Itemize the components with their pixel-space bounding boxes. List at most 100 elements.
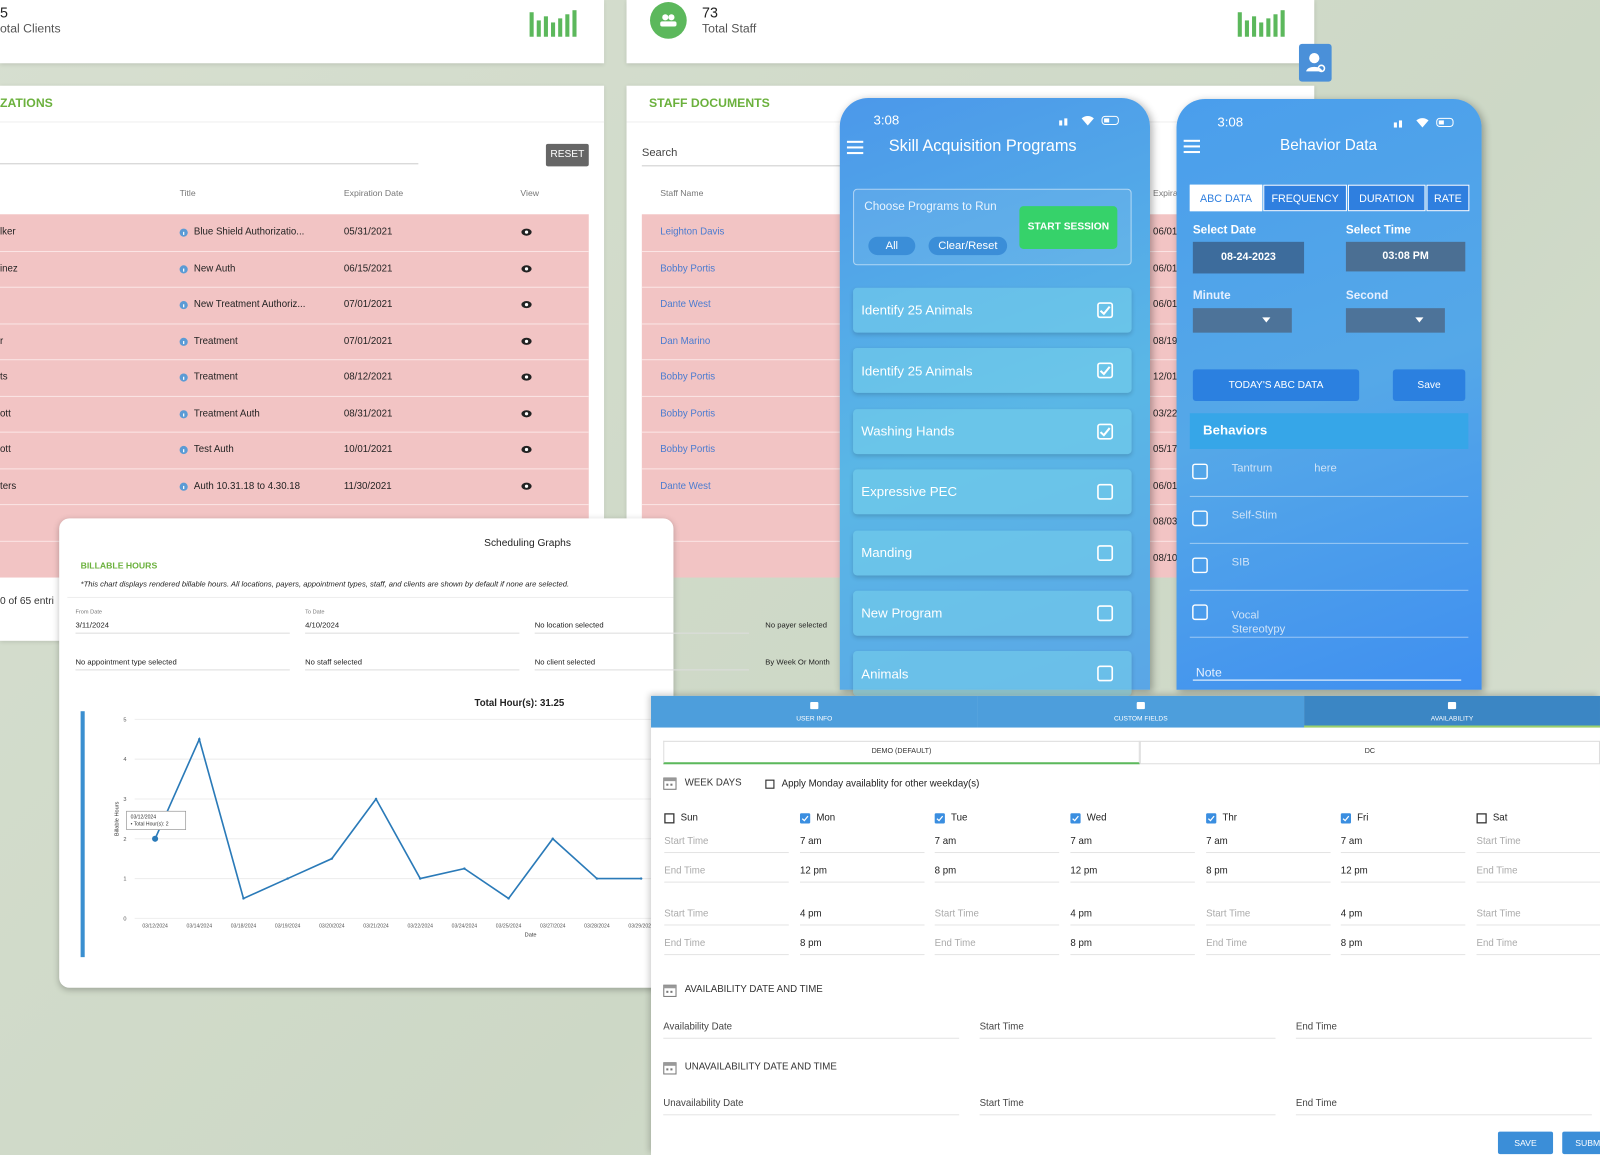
time-field[interactable]: Start Time — [664, 908, 709, 920]
user-search-button[interactable] — [1298, 43, 1332, 82]
date-time-field[interactable]: Availability Date — [663, 1021, 733, 1033]
filter-value[interactable]: No payer selected — [765, 619, 827, 630]
view-icon[interactable] — [521, 409, 532, 417]
time-field[interactable]: 7 am — [1340, 836, 1363, 848]
time-field[interactable]: End Time — [664, 865, 706, 877]
view-icon[interactable] — [521, 337, 532, 345]
time-field[interactable]: 8 pm — [1070, 938, 1092, 950]
view-icon[interactable] — [521, 264, 532, 272]
sub-tab[interactable] — [663, 740, 1140, 765]
program-checkbox[interactable] — [1097, 302, 1114, 319]
program-row[interactable] — [853, 348, 1132, 394]
date-time-field[interactable]: End Time — [1295, 1021, 1337, 1033]
date-time-field[interactable]: Start Time — [979, 1098, 1024, 1110]
sub-tab[interactable] — [1139, 740, 1600, 765]
filter-value[interactable]: No appointment type selected — [75, 656, 177, 666]
staff-name[interactable]: Dan Marino — [660, 335, 711, 347]
top-tab[interactable] — [977, 695, 1305, 728]
filter-button[interactable]: Clear/Reset — [928, 237, 1008, 256]
behavior-checkbox[interactable] — [1192, 604, 1208, 621]
time-field[interactable]: 12 pm — [799, 865, 827, 877]
program-row[interactable] — [853, 287, 1132, 333]
time-field[interactable]: 8 pm — [1206, 865, 1228, 877]
data-tab[interactable]: FREQUENCY — [1263, 184, 1347, 211]
program-checkbox[interactable] — [1097, 605, 1114, 622]
time-field[interactable]: Start Time — [1206, 908, 1251, 920]
time-field[interactable]: 7 am — [799, 836, 822, 848]
filter-value[interactable]: 3/11/2024 — [75, 619, 109, 630]
program-row[interactable] — [853, 408, 1132, 454]
time-field[interactable]: End Time — [1206, 938, 1248, 950]
staff-name[interactable]: Leighton Davis — [660, 226, 725, 239]
program-checkbox[interactable] — [1097, 362, 1114, 379]
time-field[interactable]: 4 pm — [799, 908, 822, 920]
data-tab[interactable]: DURATION — [1347, 184, 1426, 211]
time-field[interactable]: Start Time — [1476, 836, 1521, 848]
checkbox[interactable] — [765, 779, 775, 789]
time-field[interactable]: End Time — [934, 938, 976, 950]
behavior-checkbox[interactable] — [1192, 557, 1208, 574]
today-button[interactable]: TODAY'S ABC DATA — [1192, 369, 1360, 402]
view-icon[interactable] — [521, 482, 532, 490]
time-field[interactable]: Start Time — [934, 908, 979, 920]
filter-value[interactable]: 4/10/2024 — [305, 619, 340, 630]
filter-value[interactable]: No staff selected — [305, 656, 362, 666]
day-checkbox[interactable] — [1476, 813, 1487, 824]
save-button[interactable]: Save — [1392, 369, 1466, 402]
program-checkbox[interactable] — [1097, 423, 1114, 440]
day-checkbox[interactable] — [664, 813, 675, 824]
time-field[interactable]: End Time — [1476, 865, 1518, 877]
filter-value[interactable]: By Week Or Month — [765, 656, 830, 666]
filter-value[interactable]: No location selected — [534, 619, 604, 630]
menu-button[interactable] — [1183, 139, 1200, 154]
top-tab[interactable] — [651, 695, 978, 728]
time-field[interactable]: 8 pm — [934, 865, 957, 877]
staff-name[interactable]: Bobby Portis — [660, 263, 716, 275]
date-time-field[interactable]: Unavailability Date — [663, 1098, 744, 1110]
view-icon[interactable] — [521, 373, 532, 381]
top-tab[interactable] — [1304, 695, 1600, 728]
data-tab[interactable]: RATE — [1426, 184, 1470, 211]
date-time-field[interactable]: Start Time — [979, 1021, 1024, 1033]
program-row[interactable] — [853, 651, 1132, 697]
time-field[interactable]: End Time — [1476, 938, 1518, 950]
time-field[interactable]: 12 pm — [1070, 865, 1098, 877]
day-checkbox[interactable] — [1206, 813, 1217, 824]
behavior-checkbox[interactable] — [1192, 510, 1208, 527]
time-field[interactable]: 4 pm — [1340, 908, 1363, 920]
program-row[interactable] — [853, 530, 1132, 576]
time-field[interactable]: 7 am — [1206, 836, 1228, 848]
dropdown[interactable] — [1345, 308, 1445, 333]
action-button[interactable]: SUBM — [1562, 1131, 1600, 1154]
time-field[interactable]: 12 pm — [1340, 865, 1368, 877]
time-field[interactable]: Start Time — [664, 836, 709, 848]
view-icon[interactable] — [521, 228, 532, 236]
staff-name[interactable]: Bobby Portis — [660, 444, 716, 456]
time-field[interactable]: Start Time — [1476, 908, 1521, 920]
action-button[interactable]: SAVE — [1497, 1131, 1554, 1154]
time-field[interactable]: 4 pm — [1070, 908, 1092, 920]
staff-name[interactable]: Dante West — [660, 299, 711, 311]
time-field[interactable]: 8 pm — [1340, 938, 1363, 950]
program-row[interactable] — [853, 590, 1132, 636]
program-checkbox[interactable] — [1097, 484, 1114, 500]
time-field[interactable]: 03:08 PM — [1345, 241, 1466, 272]
date-time-field[interactable]: End Time — [1295, 1098, 1337, 1110]
time-field[interactable]: 7 am — [1070, 836, 1092, 848]
filter-value[interactable]: No client selected — [534, 656, 596, 666]
time-field[interactable]: 7 am — [934, 836, 957, 848]
program-checkbox[interactable] — [1097, 544, 1114, 561]
dropdown[interactable] — [1192, 308, 1292, 333]
day-checkbox[interactable] — [1070, 813, 1081, 824]
data-tab[interactable]: ABC DATA — [1189, 184, 1263, 211]
view-icon[interactable] — [521, 445, 532, 454]
date-field[interactable]: 08-24-2023 — [1192, 241, 1305, 274]
time-field[interactable]: End Time — [664, 938, 706, 950]
day-checkbox[interactable] — [799, 813, 811, 824]
reset-button[interactable]: RESET — [545, 143, 589, 167]
program-row[interactable] — [853, 469, 1132, 515]
search-field[interactable]: Search — [641, 147, 678, 160]
note-field[interactable]: Note — [1195, 665, 1222, 680]
day-checkbox[interactable] — [1340, 813, 1352, 824]
start-session-button[interactable]: START SESSION — [1019, 206, 1118, 249]
